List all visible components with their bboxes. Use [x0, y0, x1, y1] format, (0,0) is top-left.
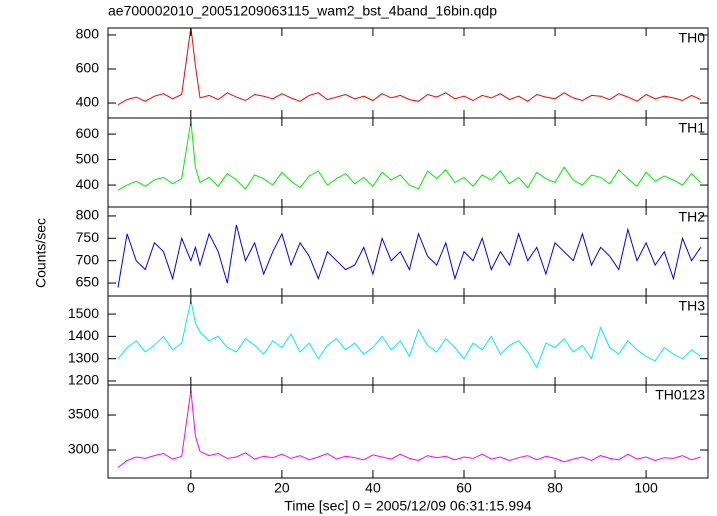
y-tick-label: 1500 [68, 305, 99, 321]
y-tick-label: 700 [76, 251, 100, 267]
x-tick-label: 100 [634, 480, 658, 496]
x-tick-label: 80 [547, 480, 563, 496]
panel-frame [107, 295, 709, 386]
panel-label: TH2 [679, 209, 706, 225]
light-curve [117, 28, 701, 106]
panel-frame [107, 384, 709, 479]
y-tick-label: 650 [76, 274, 100, 290]
y-tick-label: 400 [76, 94, 100, 110]
y-tick-label: 750 [76, 229, 100, 245]
y-tick-label: 400 [76, 176, 100, 192]
x-tick-label: 40 [365, 480, 381, 496]
y-axis-label: Counts/sec [33, 218, 49, 288]
panel-label: TH3 [679, 298, 706, 314]
panel-frame [107, 117, 709, 208]
light-curve [117, 300, 701, 369]
y-tick-label: 3500 [68, 406, 99, 422]
y-tick-label: 1300 [68, 349, 99, 365]
panel-frame [107, 206, 709, 297]
y-tick-label: 600 [76, 125, 100, 141]
y-tick-label: 600 [76, 60, 100, 76]
y-tick-label: 3000 [68, 441, 99, 457]
y-tick-label: 1400 [68, 327, 99, 343]
light-curve [117, 121, 702, 191]
y-tick-label: 500 [76, 150, 100, 166]
panel-frame [107, 27, 709, 119]
panel-label: TH1 [679, 120, 706, 136]
light-curve [117, 390, 701, 468]
panel-label: TH0 [679, 30, 706, 46]
x-axis-label: Time [sec] 0 = 2005/12/09 06:31:15.994 [284, 498, 532, 514]
y-tick-label: 800 [76, 207, 100, 223]
x-tick-label: 60 [456, 480, 472, 496]
chart-title: ae700002010_20051209063115_wam2_bst_4ban… [108, 3, 497, 19]
x-tick-label: 0 [187, 480, 195, 496]
x-tick-label: 20 [274, 480, 290, 496]
y-tick-label: 1200 [68, 372, 99, 388]
panel-label: TH0123 [655, 387, 705, 403]
light-curve [117, 224, 702, 288]
y-tick-label: 800 [76, 26, 100, 42]
